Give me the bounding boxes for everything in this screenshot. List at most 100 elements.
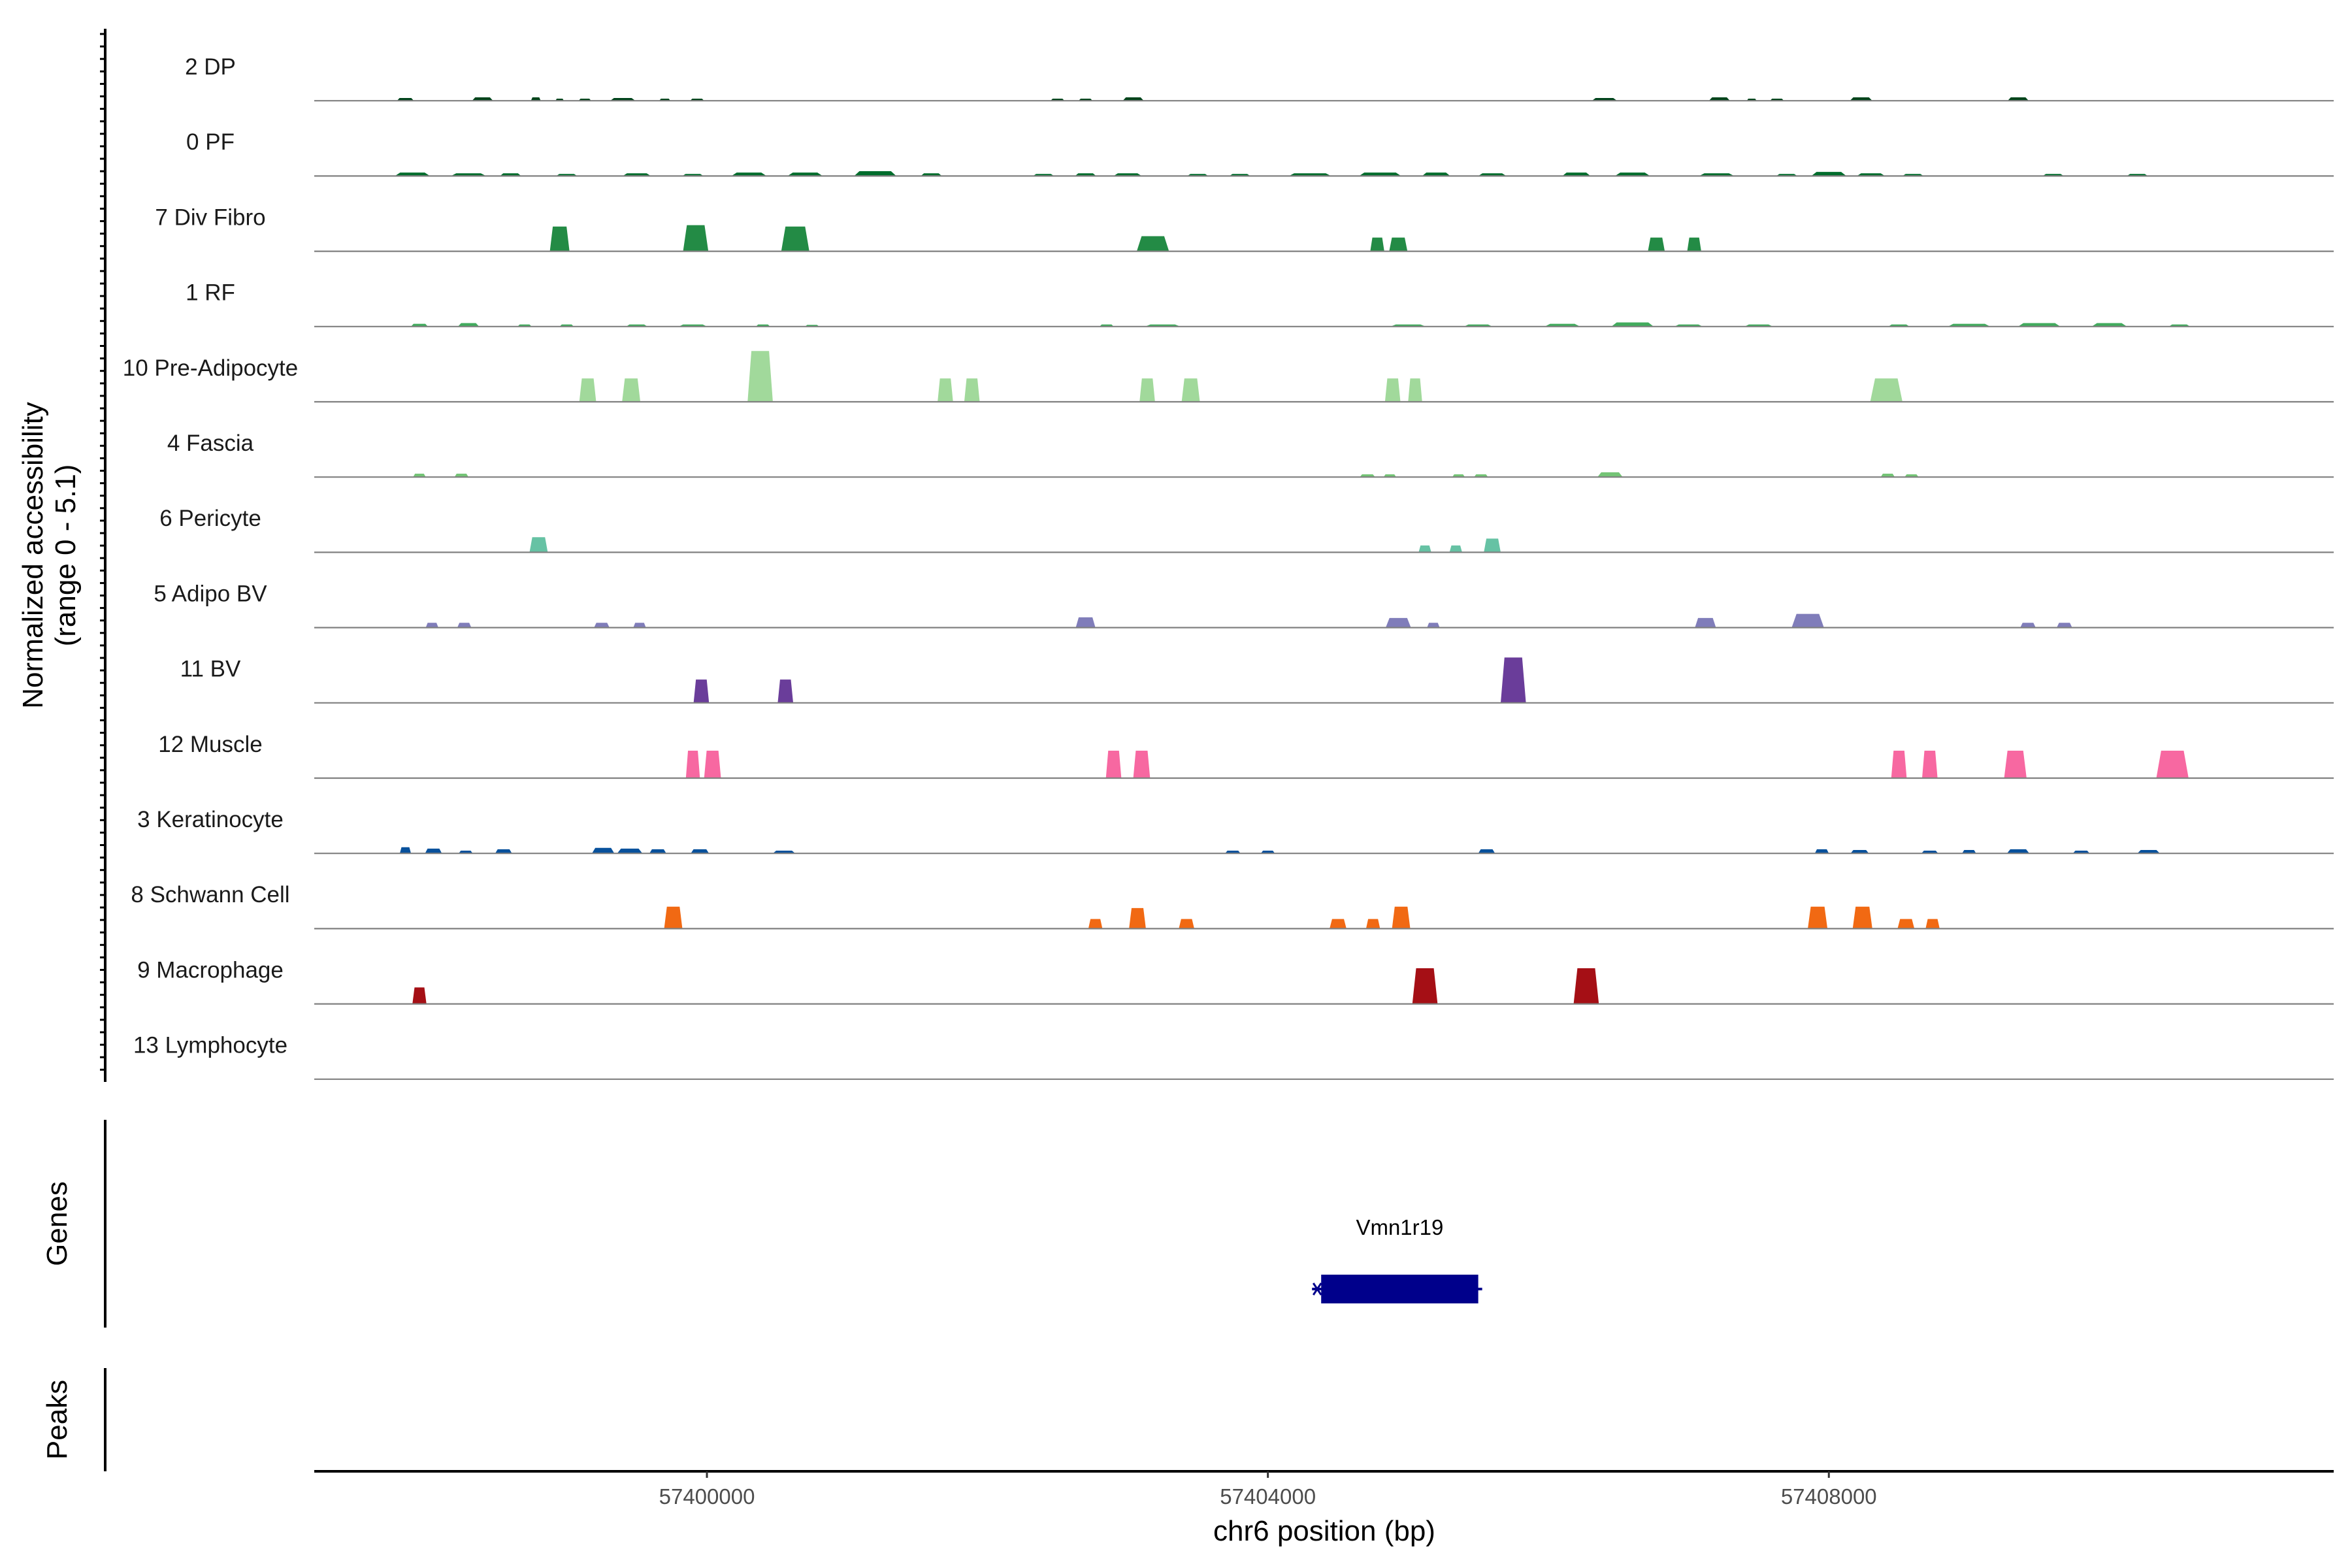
gene-label: Vmn1r19 (1356, 1215, 1443, 1239)
coverage-peak (1614, 172, 1650, 176)
track-label: 6 Pericyte (159, 506, 261, 531)
coverage-peak (1359, 172, 1401, 176)
coverage-peak (854, 171, 896, 176)
track-6: 4 Fascia (167, 431, 2334, 478)
coverage-peak (1962, 849, 1976, 854)
coverage-peak (781, 226, 809, 252)
coverage-peak (1695, 617, 1716, 628)
coverage-peak (1478, 849, 1495, 854)
coverage-peak (1136, 236, 1169, 252)
coverage-peak (664, 906, 683, 929)
coverage-peak (1897, 919, 1915, 929)
coverage-peak (1500, 657, 1526, 703)
genes-track: Vmn1r19 (1312, 1215, 1482, 1303)
coverage-peak (622, 378, 641, 402)
coverage-peak (395, 172, 431, 176)
coverage-peak (1573, 968, 1599, 1004)
y-label-line1: Normalized accessibility (17, 402, 49, 708)
coverage-peak (1330, 919, 1347, 929)
coverage-peak (2091, 323, 2127, 327)
track-14: 13 Lymphocyte (133, 1033, 2334, 1080)
coverage-peak (457, 623, 472, 628)
gene: Vmn1r19 (1312, 1215, 1482, 1303)
coverage-peak (2018, 323, 2061, 327)
coverage-peak (1075, 617, 1096, 628)
track-8: 5 Adipo BV (154, 581, 2334, 629)
coverage-peak (495, 849, 512, 854)
coverage-peak (633, 623, 646, 628)
coverage-peak (549, 226, 570, 252)
coverage-peak (1850, 97, 1872, 101)
coverage-peak (1365, 919, 1380, 929)
track-label: 13 Lymphocyte (133, 1033, 287, 1058)
x-axis-ticks: 57400000 57404000 57408000 (659, 1471, 1877, 1509)
coverage-peak (1179, 919, 1194, 929)
coverage-peak (2156, 750, 2189, 778)
coverage-peak (1484, 538, 1501, 553)
track-9: 11 BV (180, 657, 2334, 704)
track-12: 8 Schwann Cell (131, 882, 2334, 930)
coverage-peak (1811, 172, 1847, 176)
coverage-peak (1850, 849, 1869, 854)
coverage-peak (1611, 322, 1654, 327)
coverage-peak (592, 847, 615, 854)
coverage-peak (1088, 919, 1103, 929)
coverage-peak (425, 623, 438, 628)
coverage-peak (1891, 750, 1907, 778)
coverage-peak (683, 225, 709, 252)
coverage-peak (1389, 237, 1408, 252)
coverage-peak (529, 537, 548, 553)
coverage-peak (425, 848, 442, 854)
coverage-peak (777, 679, 794, 703)
coverage-peak (1408, 378, 1422, 402)
coverage-peak (787, 172, 823, 176)
coverage-peak (1648, 237, 1665, 252)
coverage-peak (1708, 97, 1730, 101)
coverage-y-ticks (100, 33, 105, 1071)
coverage-tracks: 2 DP 0 PF 7 Div Fibro 1 RF 10 Pre-Adipocyte 4… (123, 54, 2334, 1080)
track-label: 5 Adipo BV (154, 581, 267, 606)
x-tick-label: 57400000 (659, 1484, 755, 1509)
coverage-peak (1129, 907, 1146, 929)
track-label: 12 Muscle (158, 732, 263, 757)
track-11: 3 Keratinocyte (137, 807, 2334, 855)
coverage-peak (2007, 97, 2029, 101)
track-label: 9 Macrophage (137, 957, 284, 983)
coverage-peak (1597, 472, 1623, 478)
x-tick-label: 57408000 (1781, 1484, 1877, 1509)
y-label-line2: (range 0 - 5.1) (50, 465, 82, 647)
track-2: 0 PF (186, 129, 2334, 177)
coverage-peak (1449, 545, 1462, 553)
coverage-peak (1880, 473, 1895, 478)
gene-exon (1321, 1275, 1478, 1303)
track-10: 12 Muscle (158, 732, 2334, 779)
coverage-peak (1133, 750, 1151, 778)
track-label: 8 Schwann Cell (131, 882, 289, 907)
coverage-peak (1139, 378, 1155, 402)
coverage-y-label: Normalized accessibility (range 0 - 5.1) (17, 402, 82, 708)
track-label: 2 DP (185, 54, 236, 80)
coverage-peak (2004, 750, 2027, 778)
track-label: 3 Keratinocyte (137, 807, 284, 832)
coverage-peak (1384, 378, 1401, 402)
coverage-peak (1925, 919, 1940, 929)
coverage-peak (531, 97, 541, 101)
coverage-peak (458, 323, 480, 327)
genes-panel-label: Genes (41, 1181, 73, 1266)
coverage-peak (731, 172, 767, 176)
coverage-peak (1105, 750, 1122, 778)
track-3: 7 Div Fibro (155, 204, 2334, 252)
coverage-peak (1427, 623, 1440, 628)
coverage-peak (704, 750, 721, 778)
coverage-peak (693, 679, 710, 703)
coverage-peak (472, 97, 493, 101)
track-7: 6 Pericyte (159, 506, 2334, 553)
coverage-peak (1921, 750, 1938, 778)
coverage-peak (617, 848, 643, 854)
coverage-peak (1562, 172, 1591, 176)
coverage-peak (454, 473, 469, 478)
track-13: 9 Macrophage (137, 957, 2334, 1005)
coverage-peak (579, 378, 596, 402)
coverage-peak (1412, 968, 1438, 1004)
